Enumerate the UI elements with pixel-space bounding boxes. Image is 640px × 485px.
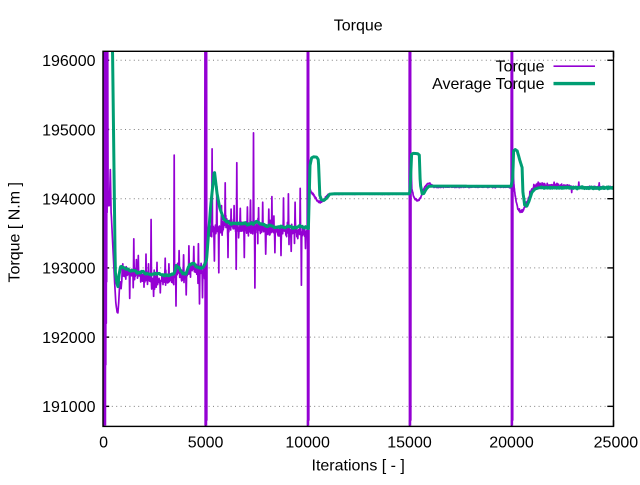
svg-text:194000: 194000 [42, 192, 95, 209]
svg-text:193000: 193000 [42, 261, 95, 278]
svg-text:0: 0 [99, 435, 108, 452]
svg-text:195000: 195000 [42, 122, 95, 139]
svg-text:Torque [ N.m ]: Torque [ N.m ] [7, 182, 24, 282]
svg-text:5000: 5000 [188, 435, 224, 452]
svg-text:25000: 25000 [594, 435, 639, 452]
svg-text:20000: 20000 [489, 435, 534, 452]
svg-text:Iterations [ - ]: Iterations [ - ] [312, 458, 405, 475]
svg-text:10000: 10000 [285, 435, 330, 452]
svg-text:Torque: Torque [334, 17, 383, 34]
svg-text:Torque: Torque [496, 59, 545, 76]
svg-text:192000: 192000 [42, 330, 95, 347]
svg-text:Average Torque: Average Torque [432, 76, 544, 93]
svg-text:191000: 191000 [42, 399, 95, 416]
svg-text:15000: 15000 [387, 435, 432, 452]
svg-text:196000: 196000 [42, 53, 95, 70]
